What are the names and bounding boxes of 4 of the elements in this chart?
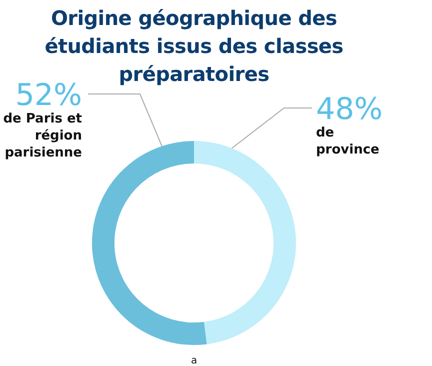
text: a: [190, 356, 198, 366]
data-label: 48%: [316, 92, 383, 127]
slice-label: de Paris et région parisienne: [3, 111, 82, 160]
slice-label: de province: [316, 125, 380, 158]
